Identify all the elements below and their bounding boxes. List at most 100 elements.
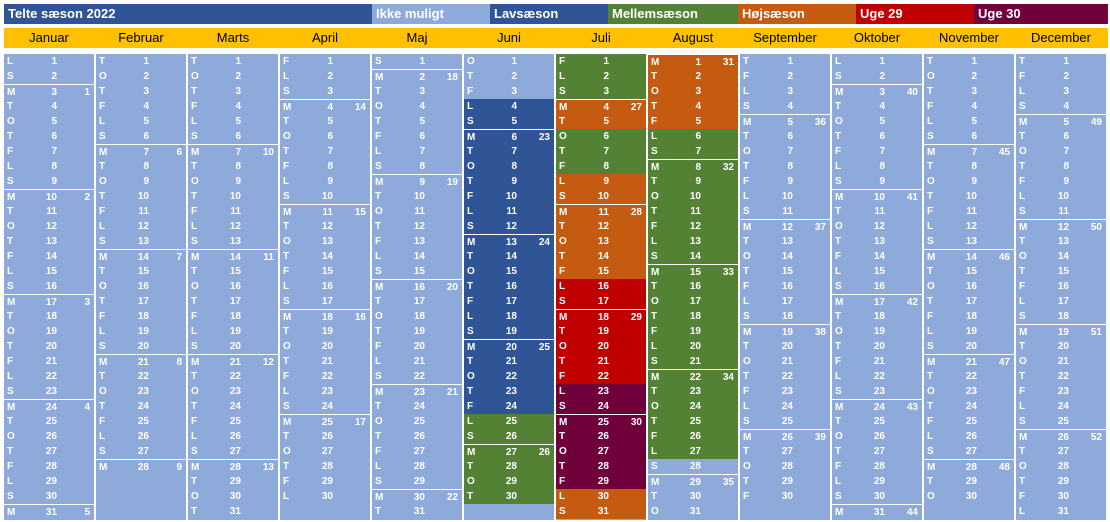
day-cell[interactable]: T 22 — [924, 369, 1014, 384]
day-cell[interactable]: S 11 — [1016, 204, 1106, 219]
day-cell[interactable]: M 14 7 — [96, 249, 186, 264]
day-cell[interactable]: F 18 — [96, 309, 186, 324]
day-cell[interactable]: S 13 — [924, 234, 1014, 249]
day-cell[interactable]: O 13 — [556, 234, 646, 249]
day-cell[interactable]: L 16 — [556, 279, 646, 294]
day-cell[interactable]: T 24 — [372, 399, 462, 414]
day-cell[interactable]: T 17 — [188, 294, 278, 309]
day-cell[interactable]: M 24 43 — [832, 399, 922, 414]
day-cell[interactable]: L 26 — [188, 429, 278, 444]
day-cell[interactable]: L 19 — [188, 324, 278, 339]
day-cell[interactable]: T 18 — [648, 309, 738, 324]
day-cell[interactable]: S 23 — [4, 384, 94, 399]
day-cell[interactable]: T 17 — [372, 294, 462, 309]
day-cell[interactable]: O 20 — [556, 339, 646, 354]
day-cell[interactable]: M 19 38 — [740, 324, 830, 339]
day-cell[interactable]: M 4 27 — [556, 99, 646, 114]
day-cell[interactable]: O 21 — [740, 354, 830, 369]
day-cell[interactable]: F 16 — [1016, 279, 1106, 294]
day-cell[interactable]: M 4 14 — [280, 99, 370, 114]
day-cell[interactable]: T 22 — [96, 369, 186, 384]
day-cell[interactable]: L 13 — [648, 234, 738, 249]
day-cell[interactable]: T 15 — [1016, 264, 1106, 279]
day-cell[interactable]: T 21 — [280, 354, 370, 369]
day-cell[interactable]: T 17 — [924, 294, 1014, 309]
day-cell[interactable]: L 20 — [648, 339, 738, 354]
day-cell[interactable]: M 15 33 — [648, 264, 738, 279]
day-cell[interactable]: F 17 — [464, 294, 554, 309]
day-cell[interactable]: L 23 — [556, 384, 646, 399]
day-cell[interactable]: T 16 — [464, 279, 554, 294]
day-cell[interactable]: F 28 — [832, 459, 922, 474]
day-cell[interactable]: F 25 — [96, 414, 186, 429]
day-cell[interactable]: M 5 49 — [1016, 114, 1106, 129]
day-cell[interactable]: S 16 — [4, 279, 94, 294]
day-cell[interactable]: S 21 — [648, 354, 738, 369]
day-cell[interactable]: L 17 — [740, 294, 830, 309]
day-cell[interactable]: T 30 — [648, 489, 738, 504]
day-cell[interactable]: O 13 — [280, 234, 370, 249]
day-cell[interactable]: T 27 — [740, 444, 830, 459]
day-cell[interactable]: M 11 15 — [280, 204, 370, 219]
day-cell[interactable]: S 22 — [372, 369, 462, 384]
day-cell[interactable]: T 12 — [372, 219, 462, 234]
day-cell[interactable]: O 31 — [648, 504, 738, 519]
day-cell[interactable]: T 11 — [832, 204, 922, 219]
day-cell[interactable]: T 15 — [740, 264, 830, 279]
day-cell[interactable]: T 21 — [556, 354, 646, 369]
day-cell[interactable]: O 19 — [832, 324, 922, 339]
day-cell[interactable]: L 22 — [4, 369, 94, 384]
day-cell[interactable]: F 29 — [556, 474, 646, 489]
day-cell[interactable]: S 13 — [188, 234, 278, 249]
day-cell[interactable]: O 16 — [188, 279, 278, 294]
day-cell[interactable]: F 13 — [372, 234, 462, 249]
day-cell[interactable]: L 26 — [924, 429, 1014, 444]
day-cell[interactable]: T 22 — [188, 369, 278, 384]
day-cell[interactable]: S 29 — [372, 474, 462, 489]
day-cell[interactable]: S 27 — [188, 444, 278, 459]
day-cell[interactable]: T 11 — [648, 204, 738, 219]
day-cell[interactable]: O 25 — [372, 414, 462, 429]
day-cell[interactable]: T 22 — [1016, 369, 1106, 384]
day-cell[interactable]: M 2 18 — [372, 69, 462, 84]
day-cell[interactable]: F 29 — [280, 474, 370, 489]
day-cell[interactable]: M 25 17 — [280, 414, 370, 429]
day-cell[interactable]: T 18 — [4, 309, 94, 324]
day-cell[interactable]: T 28 — [464, 459, 554, 474]
day-cell[interactable]: F 26 — [648, 429, 738, 444]
day-cell[interactable]: T 28 — [556, 459, 646, 474]
day-cell[interactable]: S 17 — [280, 294, 370, 309]
day-cell[interactable]: M 10 41 — [832, 189, 922, 204]
day-cell[interactable]: O 28 — [1016, 459, 1106, 474]
day-cell[interactable]: O 16 — [96, 279, 186, 294]
day-cell[interactable]: L 14 — [372, 249, 462, 264]
day-cell[interactable]: O 15 — [464, 264, 554, 279]
day-cell[interactable]: T 20 — [4, 339, 94, 354]
